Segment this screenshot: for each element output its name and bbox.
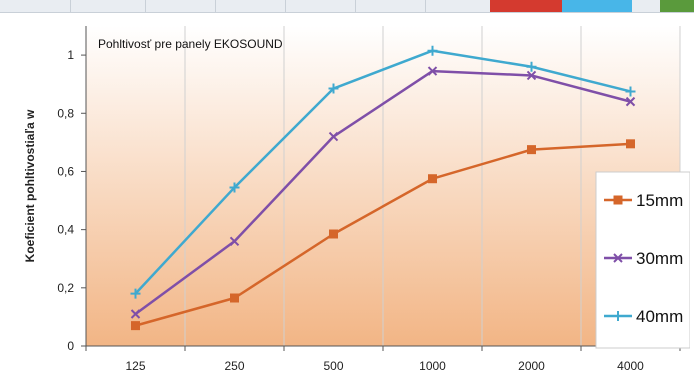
legend-item: 30mm: [604, 249, 683, 268]
data-point-cross: [229, 236, 240, 246]
x-tick-label: 4000: [617, 359, 644, 373]
legend-label: 30mm: [636, 249, 683, 268]
chart-area: 0 0,2 0,4 0,6 0,8 1 125 250 500 1000 2000 4000 Pohl…: [8, 14, 690, 378]
legend: 15mm 30mm 40mm: [595, 171, 690, 349]
data-point-plus: [625, 86, 636, 97]
legend-box: [595, 171, 690, 349]
y-tick-label: 0,2: [57, 281, 74, 295]
legend-item: 15mm: [604, 191, 683, 210]
y-tick-label: 0,8: [57, 106, 74, 120]
legend-item: 40mm: [604, 307, 683, 326]
strip-color-red: [490, 0, 562, 12]
data-point-cross: [130, 309, 141, 319]
strip-cell: [355, 0, 426, 12]
strip-color-green: [660, 0, 694, 12]
series-line: [134, 69, 631, 316]
data-point-cross: [613, 253, 623, 263]
y-tick-label: 0,4: [57, 223, 74, 237]
series-lines: [130, 45, 636, 331]
strip-cell: [285, 0, 356, 12]
chart-title: Pohltivosť pre panely EKOSOUND: [98, 37, 283, 51]
x-tick-label: 125: [125, 359, 145, 373]
strip-cell: [0, 0, 71, 12]
data-point-cross: [328, 131, 339, 142]
data-point-square: [613, 195, 623, 205]
line-chart: 0 0,2 0,4 0,6 0,8 1 125 250 500 1000 2000 4000 Pohl…: [23, 26, 690, 373]
data-point-cross: [427, 66, 438, 76]
data-point-plus: [130, 288, 141, 299]
data-point-square: [131, 321, 140, 331]
axes: 0 0,2 0,4 0,6 0,8 1 125 250 500 1000 2000 4000: [57, 26, 681, 373]
y-tick-label: 0,6: [57, 164, 74, 178]
series-line: [134, 49, 631, 295]
data-point-plus: [427, 45, 438, 56]
series-line: [135, 142, 631, 327]
data-point-square: [527, 145, 536, 155]
data-point-plus: [328, 83, 339, 94]
legend-label: 15mm: [636, 191, 683, 210]
x-tick-label: 2000: [518, 359, 545, 373]
y-tick-label: 1: [67, 48, 74, 62]
series-30mm: [130, 66, 636, 319]
legend-label: 40mm: [636, 307, 683, 326]
data-point-cross: [526, 70, 537, 81]
series-15mm: [131, 139, 635, 331]
strip-cell: [215, 0, 286, 12]
top-toolbar-strip: [0, 0, 694, 13]
y-tick-label: 0: [67, 339, 74, 353]
data-point-square: [428, 174, 437, 184]
data-point-plus: [613, 311, 623, 321]
strip-cell: [145, 0, 216, 12]
data-point-cross: [625, 96, 636, 107]
data-point-plus: [526, 61, 537, 72]
x-tick-label: 500: [323, 359, 343, 373]
y-axis-title: Koeficient pohltivostiaľa w: [23, 109, 37, 262]
data-point-square: [329, 229, 338, 239]
x-tick-label: 1000: [419, 359, 446, 373]
data-point-square: [230, 293, 239, 303]
data-point-plus: [229, 182, 240, 193]
x-tick-label: 250: [224, 359, 244, 373]
data-point-square: [626, 139, 635, 149]
strip-color-blue: [562, 0, 632, 12]
series-40mm: [130, 45, 636, 299]
strip-cell: [70, 0, 146, 12]
